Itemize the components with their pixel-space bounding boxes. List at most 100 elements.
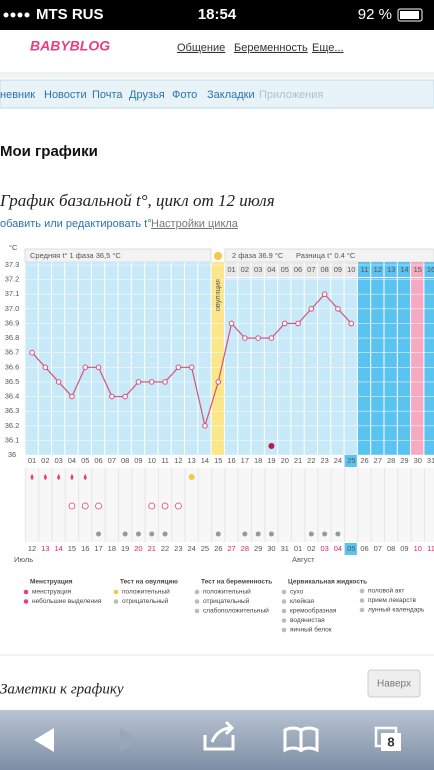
status-bar: [0, 0, 434, 30]
test-icon: [148, 502, 156, 510]
legend-item: лунный календарь: [368, 606, 425, 614]
temperature-point: [335, 306, 341, 312]
phase2-day-label: 02: [241, 265, 249, 274]
date-label: 04: [334, 544, 342, 553]
forward-button[interactable]: [120, 728, 140, 752]
ovulation-icon: [214, 252, 222, 260]
y-tick-label: 37.1: [5, 289, 20, 298]
legend-icon: [281, 608, 287, 614]
logo[interactable]: BABYBLOG: [30, 38, 110, 54]
header-link[interactable]: Общение: [177, 42, 225, 54]
phase2-day-label: 05: [281, 265, 289, 274]
x-tick-label: 28: [387, 456, 395, 465]
top-button-label[interactable]: Наверх: [377, 679, 411, 690]
fluid-icon: [215, 531, 221, 537]
nav-link[interactable]: невник: [0, 89, 35, 101]
bookmarks-button[interactable]: [283, 726, 319, 753]
legend-item: половой акт: [368, 587, 404, 595]
y-tick-label: 37.3: [5, 260, 20, 269]
top-button[interactable]: [367, 669, 421, 698]
phase2-label: 2 фаза 36.9 °C: [232, 251, 284, 260]
x-tick-label: 14: [201, 456, 209, 465]
phase2-day-cell: [251, 262, 264, 277]
legend-item: яичный белок: [290, 626, 332, 634]
date-label: 02: [307, 544, 315, 553]
legend-title: Тест на овуляцию: [120, 579, 178, 586]
menstruation-icon: [30, 474, 34, 480]
x-tick-label: 30: [414, 456, 422, 465]
fluid-icon: [335, 531, 341, 537]
x-tick-label: 27: [374, 456, 382, 465]
temperature-point: [55, 379, 62, 385]
x-tick-label: 07: [108, 456, 116, 465]
date-label: 29: [254, 544, 262, 553]
day-column: [171, 262, 184, 455]
notes-title: Заметки к графику: [0, 681, 124, 697]
day-column: [131, 262, 145, 455]
nav-link[interactable]: Новости: [44, 89, 87, 101]
day-column: [251, 278, 264, 455]
legend-icon: [23, 589, 29, 595]
temperature-point: [42, 364, 49, 371]
x-tick-label: 24: [334, 456, 342, 465]
y-tick-label: 36.1: [5, 435, 20, 444]
test-icon: [95, 502, 102, 510]
x-tick-label: 15: [214, 456, 222, 465]
date-label: 24: [187, 544, 195, 553]
x-tick-label: 04: [68, 456, 76, 465]
nav-link[interactable]: Закладки: [207, 89, 255, 101]
legend-item: сухо: [290, 589, 304, 596]
temperature-point: [188, 364, 195, 371]
temperature-point: [242, 335, 248, 341]
temperature-point: [228, 320, 235, 327]
temperature-point: [162, 379, 168, 385]
tabs-button[interactable]: [381, 733, 401, 751]
fluid-icon: [122, 531, 128, 537]
back-button[interactable]: [34, 728, 54, 752]
y-tick-label: 37.0: [5, 304, 20, 313]
legend-item: отрицательный: [122, 597, 169, 605]
nav-link[interactable]: Приложения: [259, 89, 323, 101]
action-link[interactable]: Настройки цикла: [151, 218, 239, 230]
header-link[interactable]: Беременность: [234, 42, 308, 54]
phase2-day-cell: [384, 262, 397, 277]
phase2-day-label: 08: [320, 265, 328, 274]
legend-icon: [281, 627, 287, 633]
phase2-day-label: 13: [387, 265, 395, 274]
day-column: [52, 262, 65, 455]
legend-icon: [194, 608, 200, 614]
date-label: 21: [148, 544, 156, 553]
x-tick-label: 06: [94, 456, 102, 465]
day-column: [278, 278, 291, 455]
action-link[interactable]: обавить или редактировать t°: [0, 218, 152, 230]
ovulation-label: овуляция: [213, 279, 222, 312]
x-tick-label: 12: [174, 456, 182, 465]
tabs-count[interactable]: 8: [387, 734, 394, 749]
difference-label: Разница t° 0.4 °C: [296, 251, 356, 260]
legend-item: положительный: [203, 588, 251, 596]
x-tick-label: 10: [148, 456, 156, 465]
phase2-day-cell: [224, 262, 238, 277]
date-label: 10: [414, 544, 422, 553]
date-label: 06: [360, 544, 368, 553]
date-label: 28: [241, 544, 249, 553]
nav-link[interactable]: Почта: [92, 89, 123, 101]
phase2-day-cell: [318, 262, 331, 277]
nav-link[interactable]: Фото: [172, 89, 197, 101]
temperature-point: [122, 393, 128, 400]
day-column: [331, 278, 344, 455]
phase2-day-cell: [304, 262, 317, 277]
date-label: 20: [134, 544, 142, 553]
header-link[interactable]: Еще...: [312, 42, 344, 54]
fluid-icon: [268, 531, 274, 537]
test-icon: [68, 502, 76, 510]
phase2-day-cell: [371, 262, 384, 277]
x-tick-label: 08: [121, 456, 129, 465]
share-button[interactable]: [203, 720, 235, 751]
legend-icon: [359, 607, 365, 613]
nav-link[interactable]: Друзья: [129, 89, 165, 101]
temperature-point: [202, 422, 208, 429]
phase2-day-label: 09: [334, 265, 342, 274]
phase2-day-label: 15: [414, 265, 422, 274]
fluid-icon: [242, 531, 248, 537]
